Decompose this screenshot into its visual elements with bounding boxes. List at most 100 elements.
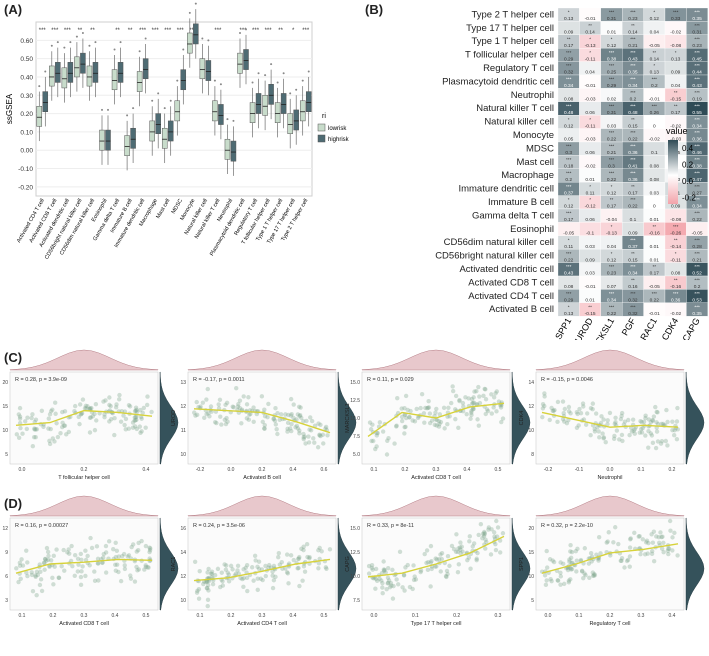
scatter-point: [540, 406, 546, 411]
scatter-point: [122, 563, 127, 568]
cell-value: 0.13: [671, 56, 681, 62]
scatter-point: [558, 560, 563, 565]
scatter-plot: R = -0.15, p = 0.0046 -0.2 -0.1 0.0 0.1 0.2 14…: [519, 349, 705, 481]
scatter-point: [601, 435, 607, 440]
scatter-point: [496, 399, 502, 404]
cell-value: 0.01: [650, 257, 660, 263]
cell-value: 0.2: [630, 96, 637, 102]
x-tick-label: 0.1: [197, 613, 204, 619]
scatter-point: [494, 534, 500, 539]
scatter-point: [17, 405, 23, 411]
scatter-point: [288, 396, 294, 402]
scatter-point: [578, 411, 584, 416]
scatter-point: [16, 435, 22, 441]
scatter-point: [370, 422, 375, 427]
scatter-point: [670, 548, 675, 553]
scatter-point: [384, 587, 389, 592]
scatter-point: [284, 570, 290, 575]
trend-line: [15, 558, 153, 574]
scatter-point: [209, 571, 215, 577]
scatter-plot: R = 0.32, p = 2.2e-10 0.0 0.1 0.2 0.3 0.4 20 15…: [519, 495, 705, 627]
scatter-point: [114, 548, 120, 554]
cell-value: -0.12: [585, 204, 596, 210]
scatter-point: [262, 413, 268, 419]
scatter-point: [271, 416, 276, 421]
scatter-point: [591, 573, 597, 578]
legend-tick: 0.0: [682, 177, 694, 186]
scatter-point: [560, 399, 566, 404]
cell-value: 0.17: [564, 43, 574, 49]
scatter-point: [385, 581, 390, 586]
scatter-point: [126, 426, 132, 431]
scatter-point: [148, 546, 153, 551]
scatter-point: [133, 405, 139, 410]
scatter-point: [134, 417, 139, 423]
scatter-point: [422, 551, 427, 557]
cell-value: 0.44: [692, 70, 702, 76]
cell-stars: ***: [609, 10, 615, 15]
scatter-point: [297, 413, 303, 418]
scatter-point: [222, 417, 227, 422]
scatter-point: [643, 433, 648, 438]
significance-label: ***: [64, 28, 72, 34]
trend-line: [541, 543, 679, 574]
scatter-point: [366, 563, 372, 569]
scatter-point: [54, 547, 59, 552]
x-tick-label: 0.2: [228, 613, 235, 619]
box-highrisk: [230, 140, 237, 162]
cell-stars: ***: [609, 264, 615, 269]
scatter-point: [639, 419, 644, 425]
cell-value: 0.32: [628, 311, 638, 317]
scatter-point: [303, 441, 308, 446]
scatter-point: [467, 534, 472, 539]
cell-value: 0.08: [564, 96, 574, 102]
cell-stars: *: [611, 36, 613, 41]
cell-value: 0.28: [692, 244, 702, 250]
row-label: CD56bright natural killer cell: [435, 251, 554, 262]
scatter-point: [659, 534, 664, 540]
cell-stars: ***: [566, 63, 572, 68]
scatter-point: [117, 392, 122, 398]
scatter-point: [38, 577, 44, 582]
scatter-point: [69, 543, 74, 549]
scatter-point: [273, 405, 278, 411]
scatter-point: [113, 540, 118, 545]
cell-stars: ***: [630, 157, 636, 162]
cell-value: 0.34: [607, 297, 617, 303]
scatter-point: [381, 559, 386, 564]
cell-stars: ***: [694, 50, 700, 55]
cell-value: 0.13: [564, 311, 574, 317]
scatter-plot: R = 0.33, p = 8e-11 0.0 0.1 0.2 0.3 15.0 12.5 1…: [345, 495, 531, 627]
scatter-point: [436, 424, 442, 429]
scatter-point: [544, 548, 549, 554]
scatter-point: [445, 571, 450, 577]
scatter-point: [425, 405, 431, 411]
scatter-point: [288, 553, 294, 558]
scatter-point: [276, 554, 281, 560]
y-tick-label: 0.60: [20, 38, 33, 45]
y-tick-label: 12: [528, 404, 534, 410]
cell-stars: ***: [694, 291, 700, 296]
column-label: UROD: [573, 316, 595, 340]
correlation-heatmap: Type 2 T helper cell *0.13 -0.01***0.31***…: [435, 7, 708, 340]
cell-value: 0.43: [564, 271, 574, 277]
scatter-point: [605, 418, 610, 423]
x-tick-label: 0.3: [638, 613, 645, 619]
scatter-point: [317, 432, 322, 437]
scatter-point: [371, 576, 376, 581]
scatter-point: [32, 426, 37, 431]
scatter-point: [286, 581, 291, 586]
scatter-point: [574, 425, 580, 431]
scatter-point: [429, 559, 434, 564]
scatter-point: [87, 406, 92, 412]
scatter-point: [235, 563, 241, 568]
scatter-point: [611, 540, 616, 545]
cell-value: 0.22: [607, 177, 617, 183]
scatter-point: [640, 537, 646, 542]
scatter-point: [562, 419, 567, 424]
scatter-point: [589, 559, 594, 564]
scatter-point: [107, 419, 112, 424]
scatter-point: [320, 432, 326, 437]
scatter-point: [438, 569, 443, 574]
scatter-point: [593, 411, 599, 416]
